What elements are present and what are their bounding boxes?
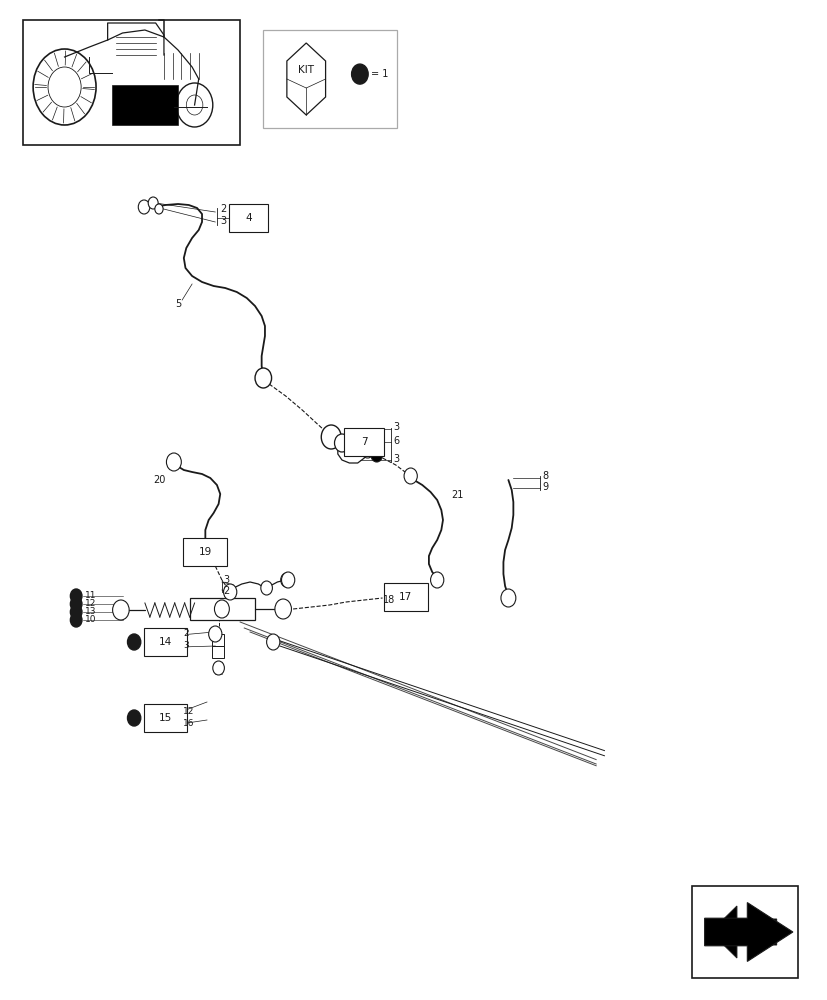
- Bar: [190, 598, 255, 620]
- Text: 13: 13: [84, 606, 96, 615]
- Polygon shape: [704, 903, 792, 961]
- Text: 15: 15: [159, 713, 172, 723]
- Text: 7: 7: [361, 437, 367, 447]
- Text: 10: 10: [84, 614, 96, 624]
- Text: 5: 5: [175, 299, 182, 309]
- Circle shape: [166, 453, 181, 471]
- Circle shape: [500, 589, 515, 607]
- Text: 18: 18: [382, 595, 394, 605]
- Bar: [228, 204, 268, 232]
- Bar: [691, 886, 797, 978]
- Circle shape: [70, 597, 82, 611]
- Text: 11: 11: [84, 590, 96, 599]
- Circle shape: [321, 425, 341, 449]
- Bar: [184, 538, 227, 566]
- Circle shape: [281, 572, 294, 588]
- Bar: [384, 583, 427, 611]
- Bar: [344, 428, 384, 456]
- Circle shape: [223, 584, 237, 600]
- Circle shape: [213, 661, 224, 675]
- Bar: [144, 628, 187, 656]
- Text: 14: 14: [159, 637, 172, 647]
- Text: 3: 3: [393, 422, 399, 432]
- Bar: [212, 634, 223, 646]
- Text: 3: 3: [223, 575, 229, 585]
- Circle shape: [127, 634, 141, 650]
- Circle shape: [261, 581, 272, 595]
- Circle shape: [255, 368, 271, 388]
- Circle shape: [351, 64, 368, 84]
- Circle shape: [70, 605, 82, 619]
- Bar: [263, 30, 397, 128]
- Text: 2: 2: [223, 586, 230, 596]
- Polygon shape: [710, 906, 776, 958]
- Circle shape: [70, 613, 82, 627]
- Text: 3: 3: [393, 454, 399, 464]
- Text: 8: 8: [542, 471, 547, 481]
- Text: 2: 2: [220, 204, 227, 214]
- Circle shape: [148, 197, 158, 209]
- Text: 12: 12: [183, 706, 194, 716]
- Circle shape: [127, 710, 141, 726]
- Text: 19: 19: [198, 547, 212, 557]
- Circle shape: [361, 442, 374, 458]
- Text: KIT: KIT: [298, 65, 314, 75]
- Circle shape: [280, 573, 292, 587]
- Circle shape: [275, 599, 291, 619]
- Text: 16: 16: [183, 720, 194, 728]
- Text: 20: 20: [153, 475, 165, 485]
- Text: = 1: = 1: [371, 69, 389, 79]
- Polygon shape: [286, 43, 325, 115]
- Text: 6: 6: [393, 436, 399, 446]
- Circle shape: [370, 448, 382, 462]
- Bar: [212, 646, 223, 658]
- Text: 12: 12: [84, 598, 96, 607]
- Circle shape: [70, 589, 82, 603]
- Bar: [144, 704, 187, 732]
- Circle shape: [334, 434, 349, 452]
- Text: 3: 3: [183, 642, 189, 650]
- Text: 3: 3: [220, 216, 226, 226]
- Text: 2: 2: [183, 629, 189, 638]
- Bar: [112, 85, 178, 125]
- Circle shape: [266, 634, 280, 650]
- Text: 4: 4: [245, 213, 251, 223]
- Circle shape: [214, 600, 229, 618]
- Circle shape: [112, 600, 129, 620]
- Circle shape: [155, 204, 163, 214]
- Circle shape: [206, 548, 221, 566]
- Circle shape: [430, 572, 443, 588]
- Bar: [23, 20, 240, 145]
- Text: 17: 17: [399, 592, 412, 602]
- Circle shape: [404, 468, 417, 484]
- Circle shape: [138, 200, 150, 214]
- Text: 9: 9: [542, 482, 547, 492]
- Circle shape: [208, 626, 222, 642]
- Text: 21: 21: [451, 490, 463, 500]
